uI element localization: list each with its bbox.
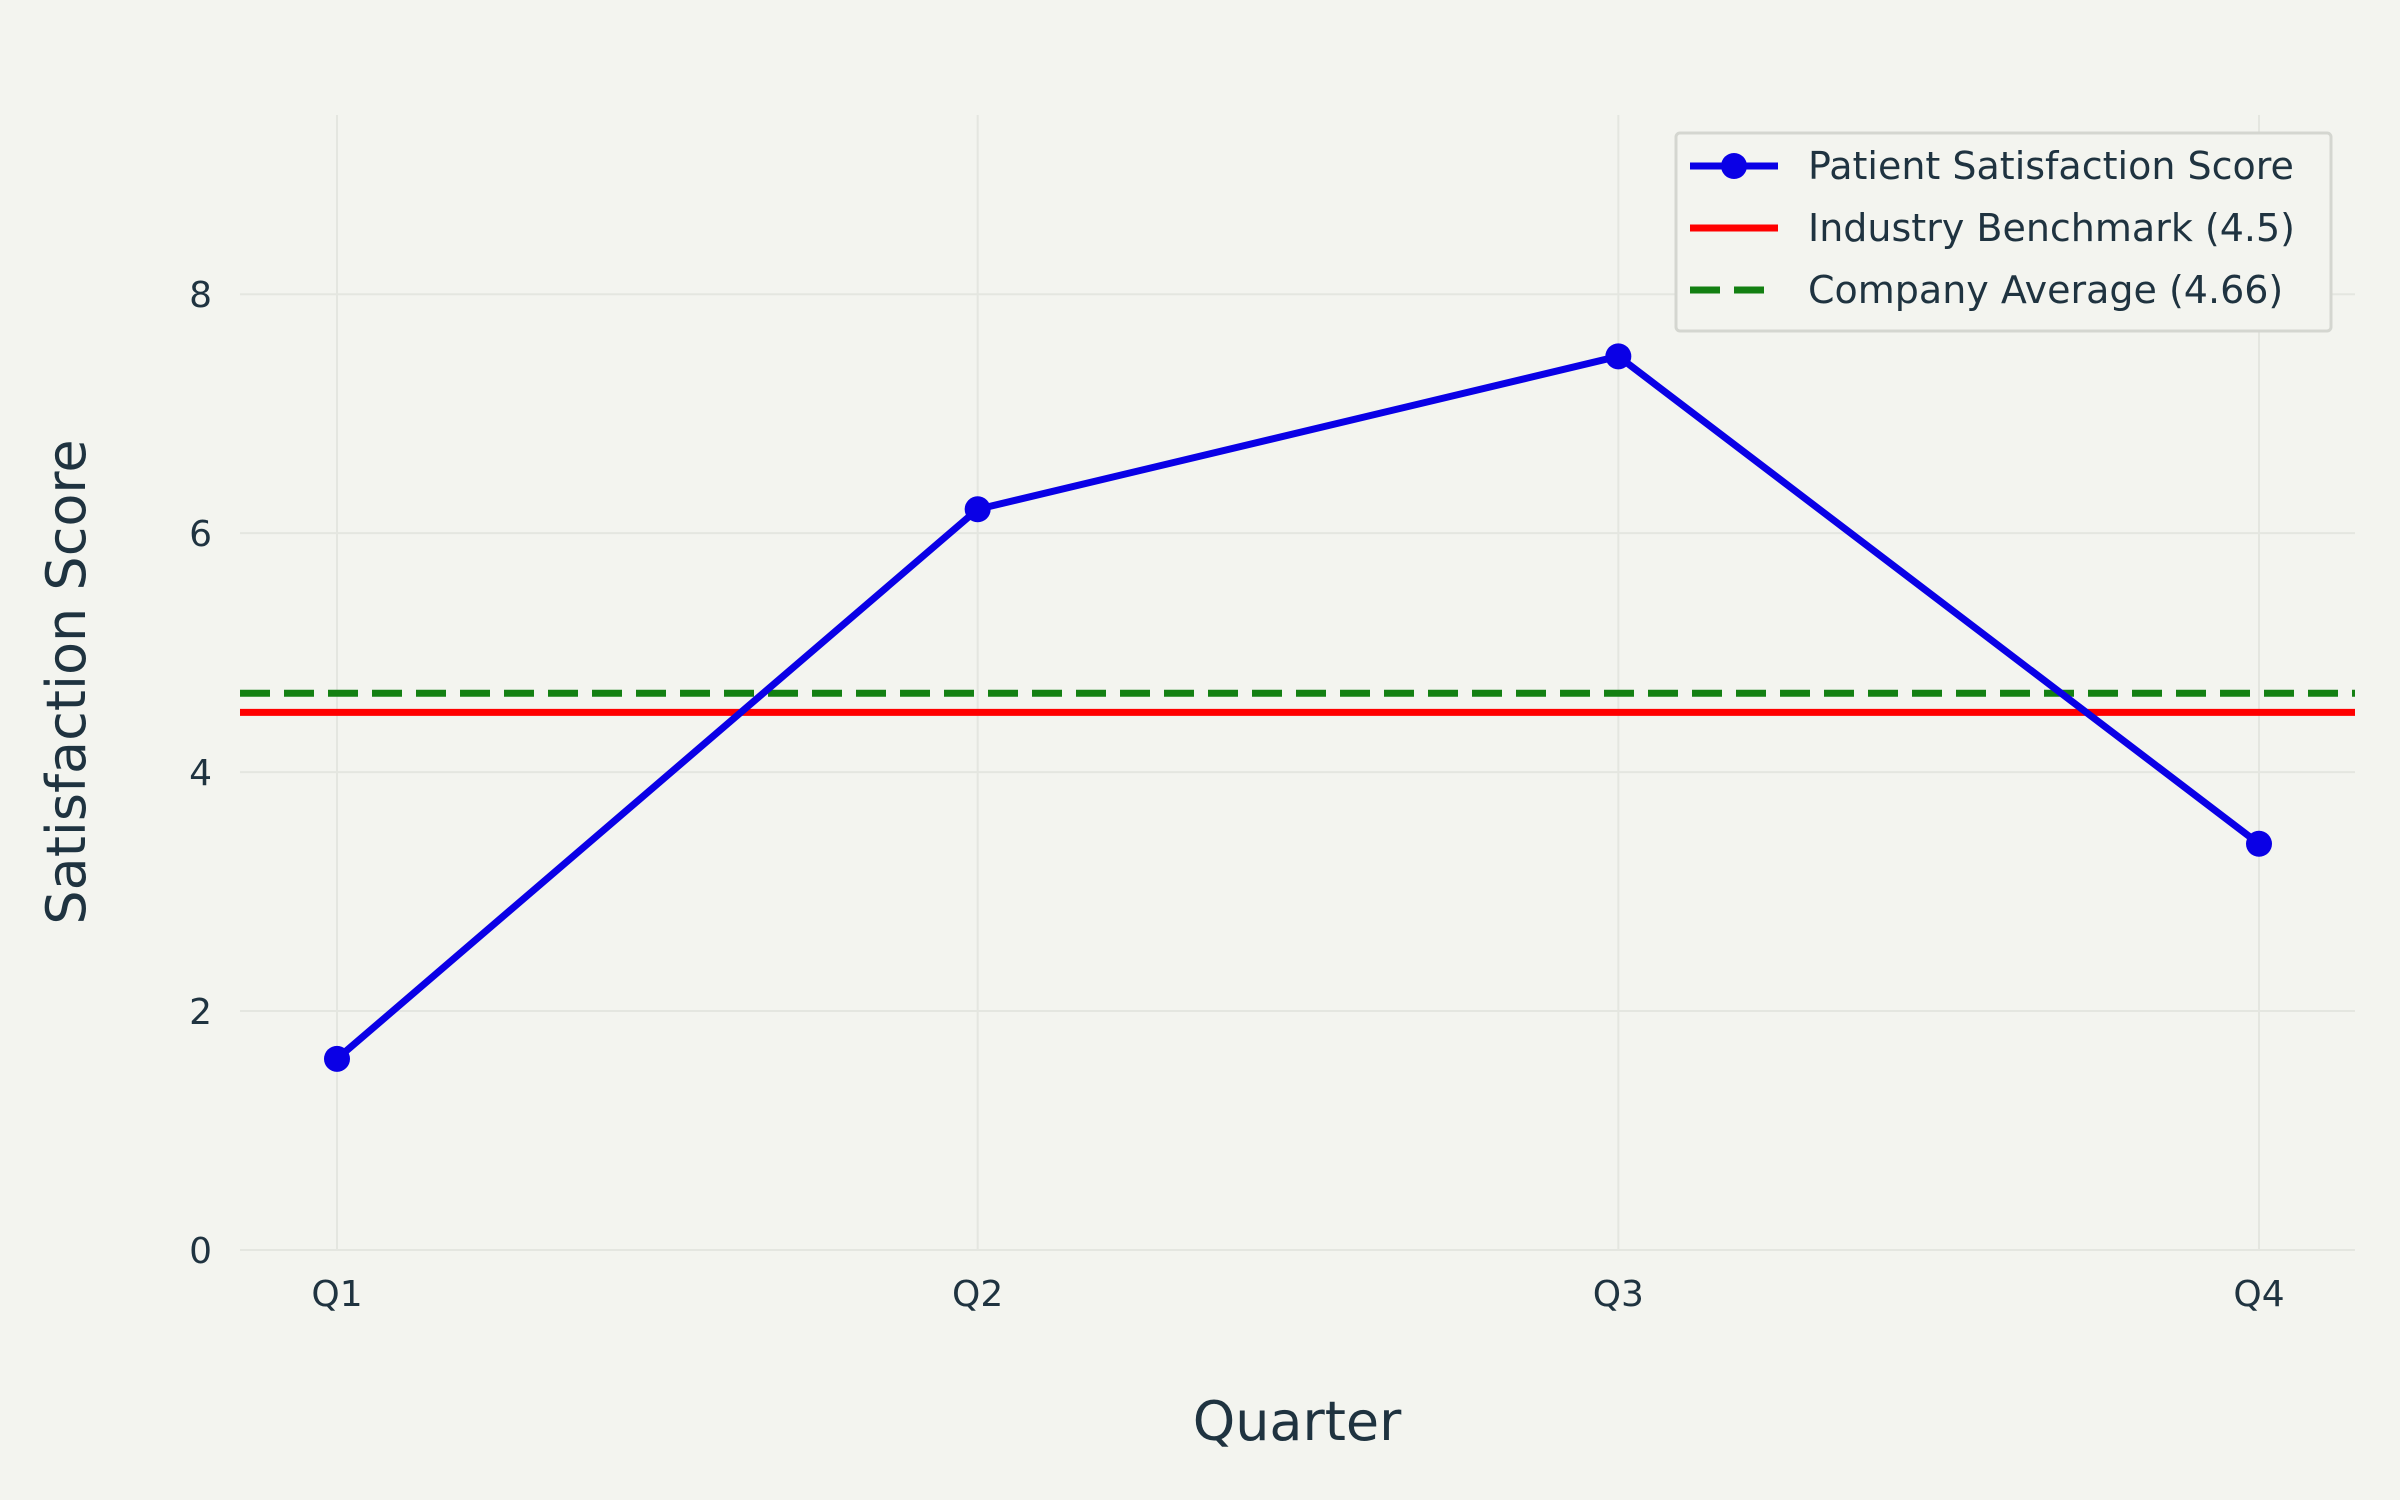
x-tick-label: Q1 <box>311 1274 362 1315</box>
y-tick-label: 2 <box>189 992 212 1033</box>
x-axis-ticks: Q1 Q2 Q3 Q4 <box>311 1274 2284 1315</box>
series-line <box>334 352 2262 1062</box>
y-axis-ticks: 0 2 4 6 8 <box>189 275 212 1272</box>
data-point <box>2246 830 2272 857</box>
grid-lines <box>240 115 2355 1251</box>
data-point <box>324 1045 350 1072</box>
legend-label: Patient Satisfaction Score <box>1808 144 2294 188</box>
data-point <box>964 496 991 523</box>
y-tick-label: 4 <box>189 753 212 794</box>
reference-lines <box>240 689 2355 716</box>
y-tick-label: 8 <box>189 275 212 316</box>
x-axis-title: Quarter <box>1193 1390 1402 1453</box>
x-tick-label: Q4 <box>2233 1274 2284 1315</box>
y-tick-label: 0 <box>189 1231 212 1272</box>
y-axis-title: Satisfaction Score <box>35 439 98 924</box>
data-point <box>1605 343 1632 370</box>
legend-label: Company Average (4.66) <box>1808 268 2283 312</box>
legend: Patient Satisfaction Score Industry Bench… <box>1674 131 2333 333</box>
series-group <box>324 343 2272 1072</box>
legend-box <box>1674 131 2333 333</box>
legend-label: Industry Benchmark (4.5) <box>1808 206 2295 250</box>
x-tick-label: Q2 <box>952 1274 1003 1315</box>
x-tick-label: Q3 <box>1593 1274 1644 1315</box>
y-tick-label: 6 <box>189 514 212 555</box>
legend-marker <box>1721 153 1747 179</box>
